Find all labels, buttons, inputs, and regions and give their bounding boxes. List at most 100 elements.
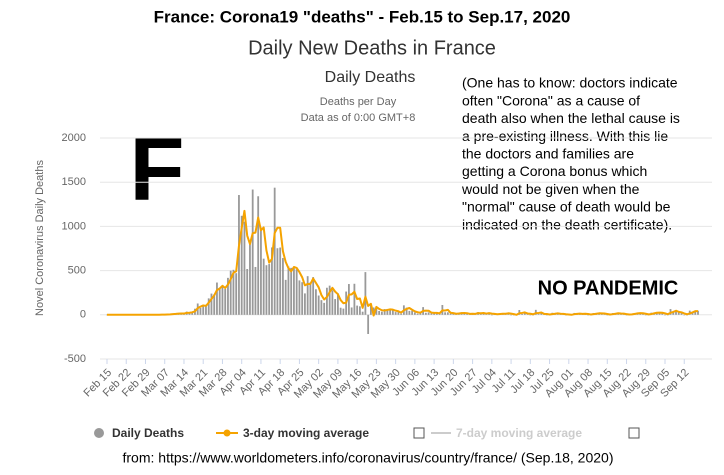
bar (694, 310, 697, 315)
bar (521, 313, 523, 315)
bar (218, 288, 221, 315)
bar (221, 286, 224, 315)
annotation-line: "normal" cause of death would be (462, 199, 671, 215)
bar (295, 269, 298, 315)
chart-subtitle: Daily Deaths (325, 69, 416, 86)
bar (391, 309, 394, 315)
bar (358, 306, 361, 315)
bar (375, 308, 378, 315)
bar (411, 310, 414, 315)
bar (323, 302, 326, 315)
bar (697, 310, 699, 315)
bar (224, 288, 227, 315)
bar (675, 311, 677, 315)
y-tick-label: 1500 (62, 176, 86, 188)
bar (315, 289, 317, 315)
legend: Daily Deaths 3-day moving average 7-day … (94, 426, 640, 440)
bar (309, 282, 312, 315)
legend-symbol (223, 429, 231, 437)
bar (523, 313, 526, 315)
annotation-line: death also when the lethal cause is (462, 110, 680, 126)
bar (326, 287, 328, 315)
callout: NO PANDEMIC (538, 277, 679, 299)
bar (262, 258, 265, 315)
bar (271, 247, 273, 315)
y-tick-label: 1000 (62, 220, 86, 232)
bar (199, 307, 202, 315)
plot (100, 137, 712, 364)
bar (273, 187, 276, 315)
bar (424, 312, 427, 315)
annotation-line: indicated on the death certificate). (462, 216, 672, 232)
legend-symbol (94, 428, 104, 438)
bar (655, 313, 658, 315)
bar (510, 314, 512, 316)
bar (337, 293, 339, 315)
bar (413, 312, 416, 315)
bar (312, 277, 315, 315)
y-axis-label: Novel Coronavirus Daily Deaths (34, 160, 46, 316)
y-tick-label: -500 (64, 353, 86, 365)
bar (380, 311, 383, 315)
bar (537, 314, 540, 315)
bar (389, 310, 392, 315)
annotation-line: would not be given when the (461, 181, 640, 197)
bar (216, 282, 218, 315)
bar (290, 267, 293, 315)
y-tick-label: 2000 (62, 132, 86, 144)
legend-label[interactable]: 7-day moving average (456, 426, 582, 440)
annotation-line: often "Corona" as a cause of (462, 92, 640, 108)
bar (328, 285, 331, 315)
bar (240, 215, 243, 315)
bar (306, 276, 309, 315)
bar (587, 314, 589, 316)
bar (545, 314, 548, 316)
bar (246, 269, 249, 315)
bar (249, 241, 251, 315)
bar (287, 266, 290, 315)
bar (408, 310, 411, 315)
legend-label[interactable]: Daily Deaths (112, 426, 184, 440)
annotation-line: the doctors and families are (462, 146, 634, 162)
bar (490, 314, 493, 316)
bar (232, 269, 235, 315)
bar (205, 304, 207, 315)
bar (229, 270, 232, 315)
bar (279, 247, 282, 315)
checkbox[interactable] (628, 427, 640, 439)
bar (356, 305, 359, 315)
bar (433, 313, 436, 315)
bar (202, 304, 205, 315)
bar (427, 312, 430, 315)
bar (350, 307, 353, 315)
bar (317, 295, 320, 315)
bar (661, 313, 664, 315)
annotation-line: a pre-existing illness. With this lie (462, 128, 668, 144)
bar (207, 298, 210, 315)
bar (529, 314, 532, 316)
bar (364, 272, 367, 315)
bar (683, 314, 686, 316)
bar (361, 311, 364, 315)
bar (680, 313, 683, 315)
header: France: Corona19 "deaths" - Feb.15 to Se… (154, 7, 571, 26)
bar (257, 196, 260, 315)
bar (449, 313, 452, 315)
bar (430, 312, 433, 315)
bar (213, 294, 216, 315)
bar (342, 308, 345, 315)
bar (416, 313, 419, 315)
bar (347, 284, 350, 315)
bar (339, 307, 342, 315)
legend-label[interactable]: 3-day moving average (243, 426, 369, 440)
bar (397, 312, 400, 315)
bar (276, 248, 279, 315)
chart-title: Daily New Deaths in France (248, 37, 496, 59)
bar (383, 309, 386, 315)
bar (378, 310, 381, 315)
source: from: https://www.worldometers.info/coro… (123, 450, 614, 466)
bar (405, 307, 408, 315)
checkbox[interactable] (413, 427, 425, 439)
line (107, 209, 698, 317)
bar (188, 312, 191, 315)
